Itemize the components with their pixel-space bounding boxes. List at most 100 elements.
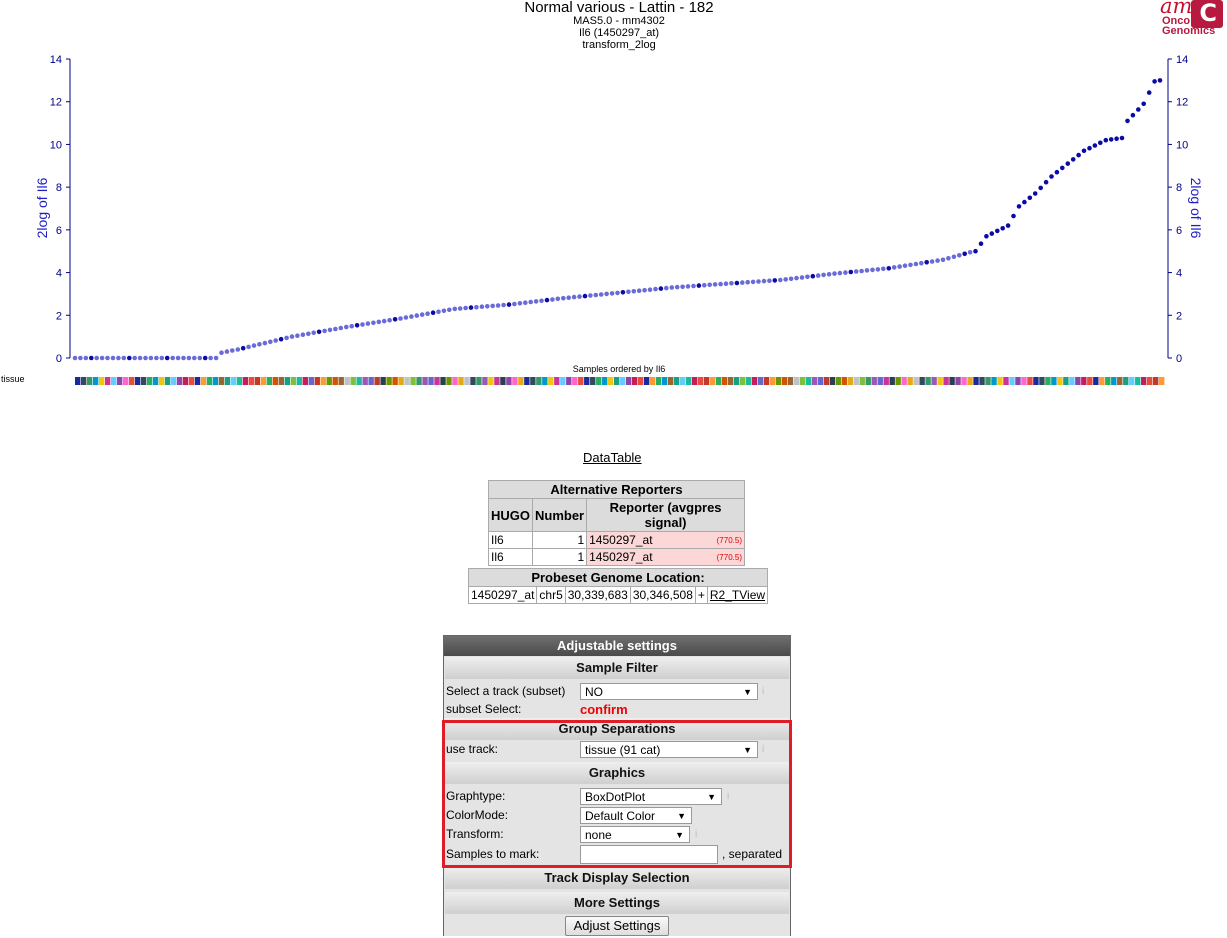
- data-point: [474, 304, 479, 310]
- confirm-link[interactable]: confirm: [580, 702, 628, 717]
- data-point: [897, 264, 902, 269]
- tissue-track-cell: [182, 377, 189, 385]
- alt-reporters-title: Alternative Reporters: [488, 480, 745, 499]
- data-point: [278, 336, 284, 342]
- tissue-track-cell: [620, 377, 626, 385]
- data-point: [653, 286, 658, 292]
- data-point: [430, 310, 436, 316]
- tissue-track-cell: [661, 377, 668, 385]
- info-icon[interactable]: i: [762, 686, 765, 697]
- data-point: [588, 293, 593, 298]
- tissue-track-cell: [242, 377, 249, 385]
- chevron-down-icon: ▼: [743, 687, 752, 697]
- tissue-track-cell: [428, 377, 434, 385]
- data-point: [783, 277, 788, 282]
- data-point: [680, 284, 685, 290]
- tissue-track-cell: [1003, 377, 1009, 385]
- data-point: [110, 355, 116, 361]
- reporter-cell[interactable]: 1450297_at (770.5): [586, 531, 745, 549]
- data-point: [300, 332, 306, 338]
- tissue-track-cell: [128, 377, 135, 385]
- info-icon[interactable]: i: [727, 791, 730, 802]
- tissue-track-cell: [524, 377, 530, 385]
- graphtype-dropdown[interactable]: BoxDotPlot ▼: [580, 788, 722, 805]
- tissue-track-cell: [98, 377, 105, 385]
- data-point: [707, 282, 712, 288]
- tissue-track-cell: [703, 377, 710, 385]
- data-point: [1103, 137, 1109, 143]
- tissue-track-cell: [380, 377, 386, 385]
- colormode-label: ColorMode:: [446, 808, 509, 822]
- tissue-track-cell: [871, 377, 877, 385]
- use-track-dropdown[interactable]: tissue (91 cat) ▼: [580, 741, 758, 758]
- tissue-track-cell: [685, 377, 692, 385]
- reporter-link[interactable]: 1450297_at: [589, 550, 653, 564]
- data-point: [213, 355, 219, 361]
- tissue-track-cell: [823, 377, 830, 385]
- data-point: [577, 294, 582, 299]
- logo-line-2: Genomics: [1162, 25, 1216, 37]
- tissue-track-cell: [961, 377, 967, 385]
- tissue-track-cell: [110, 377, 117, 385]
- tissue-track-cell: [170, 377, 177, 385]
- info-icon[interactable]: i: [695, 829, 698, 840]
- transform-dropdown[interactable]: none ▼: [580, 826, 690, 843]
- data-point: [734, 280, 740, 286]
- tissue-track-cell: [655, 377, 662, 385]
- data-point: [723, 281, 729, 287]
- info-icon[interactable]: i: [762, 744, 765, 755]
- signal-value: (770.5): [716, 536, 742, 545]
- select-track-value: NO: [585, 685, 603, 699]
- tissue-track-cell: [86, 377, 93, 385]
- number-cell: 1: [531, 548, 588, 566]
- tissue-track-cell: [1105, 377, 1111, 385]
- data-point: [1000, 226, 1005, 231]
- datatable-link[interactable]: DataTable: [583, 450, 642, 465]
- data-point: [463, 305, 468, 311]
- reporter-cell[interactable]: 1450297_at (770.5): [586, 548, 745, 566]
- data-point: [919, 260, 924, 266]
- data-point: [1076, 152, 1081, 158]
- r2-tview-link[interactable]: R2_TView: [709, 588, 766, 602]
- data-point: [148, 355, 154, 361]
- tissue-track-cell: [158, 377, 165, 385]
- adjust-settings-button[interactable]: Adjust Settings: [565, 916, 669, 936]
- data-point: [729, 281, 734, 286]
- data-point: [864, 268, 870, 273]
- data-point: [251, 343, 257, 348]
- data-point: [571, 294, 577, 300]
- data-point: [159, 355, 165, 361]
- tissue-track-cell: [727, 377, 734, 385]
- col-reporter: Reporter (avgpres signal): [586, 498, 745, 532]
- data-point: [1043, 179, 1049, 185]
- tissue-track-cell: [194, 377, 201, 385]
- data-point: [555, 296, 561, 302]
- tissue-track-cell: [536, 377, 542, 385]
- data-point: [338, 325, 344, 331]
- samples-to-mark-input[interactable]: [580, 845, 718, 864]
- reporter-link[interactable]: 1450297_at: [589, 533, 653, 547]
- data-point: [528, 299, 533, 305]
- data-point: [240, 345, 246, 351]
- tissue-track-cell: [931, 377, 937, 385]
- data-point: [533, 299, 539, 304]
- tissue-track-cell: [248, 377, 255, 385]
- data-point: [1070, 157, 1076, 162]
- track-display-header[interactable]: Track Display Selection: [445, 867, 789, 889]
- data-point: [512, 301, 517, 307]
- tissue-track-cell: [901, 377, 907, 385]
- data-point: [1092, 143, 1098, 148]
- more-settings-header[interactable]: More Settings: [445, 892, 789, 914]
- tissue-track-cell: [715, 377, 722, 385]
- data-point: [685, 284, 691, 289]
- tissue-track-cell: [847, 377, 853, 385]
- tissue-track-cell: [1033, 377, 1039, 385]
- chevron-down-icon: ▼: [743, 745, 752, 755]
- tissue-track-cell: [943, 377, 949, 385]
- colormode-dropdown[interactable]: Default Color ▼: [580, 807, 692, 824]
- use-track-value: tissue (91 cat): [585, 743, 661, 757]
- data-point: [913, 261, 919, 267]
- select-track-dropdown[interactable]: NO ▼: [580, 683, 758, 700]
- data-point: [262, 340, 268, 346]
- data-point: [837, 270, 843, 276]
